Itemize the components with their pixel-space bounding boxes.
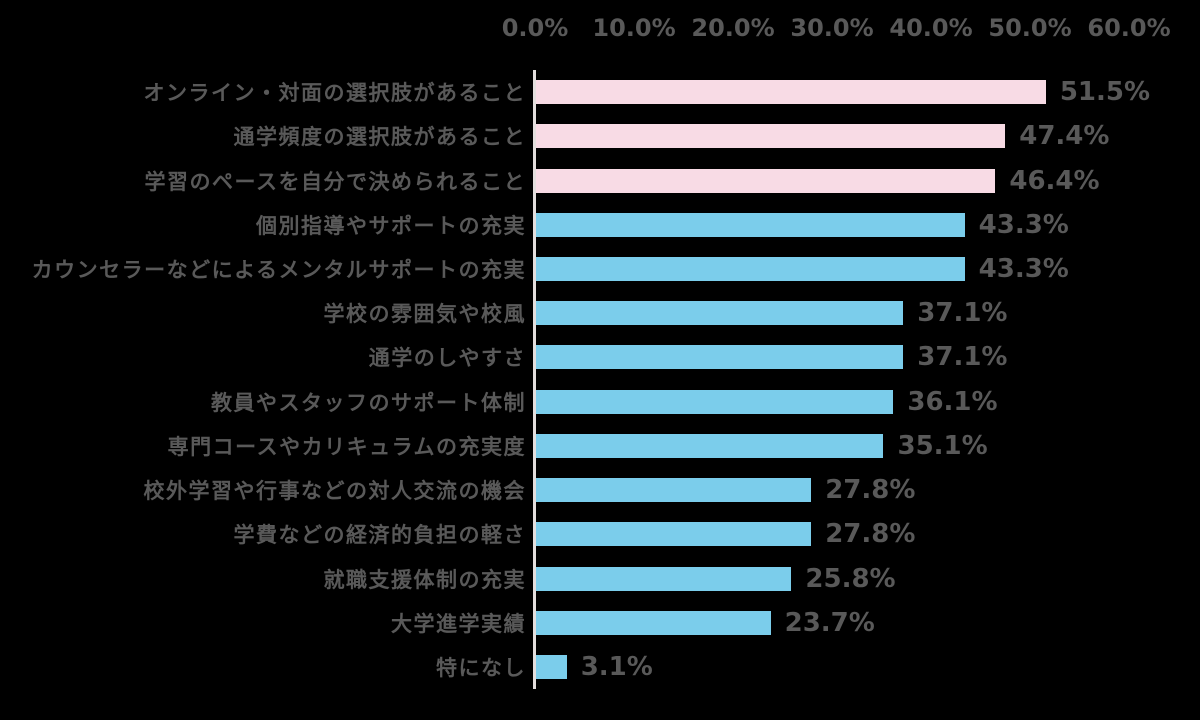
category-label: 学習のペースを自分で決められること — [144, 169, 526, 194]
bar — [536, 478, 812, 503]
x-axis-tick-label: 60.0% — [1087, 14, 1171, 42]
category-label: 個別指導やサポートの充実 — [256, 213, 526, 238]
category-label: 学費などの経済的負担の軽さ — [233, 523, 526, 548]
x-axis-tick-label: 0.0% — [501, 14, 569, 42]
x-axis-tick-label: 50.0% — [988, 14, 1072, 42]
value-label: 25.8% — [805, 563, 896, 594]
bar-row: 教員やスタッフのサポート体制 36.1% — [211, 380, 1129, 424]
x-axis-tick-label: 20.0% — [691, 14, 775, 42]
bar — [536, 212, 965, 237]
bar-row: 学習のペースを自分で決められること 46.4% — [145, 158, 1129, 202]
bar-row: 学校の雰囲気や校風 37.1% — [324, 291, 1129, 335]
value-label: 36.1% — [907, 386, 998, 417]
bar-row: 通学のしやすさ 37.1% — [369, 335, 1129, 379]
bar-row: 個別指導やサポートの充実 43.3% — [256, 203, 1129, 247]
category-label: 教員やスタッフのサポート体制 — [211, 390, 526, 415]
value-label: 51.5% — [1059, 77, 1151, 108]
bar-row: オンライン・対面の選択肢があること 51.5% — [144, 70, 1151, 114]
x-axis-tick-label: 10.0% — [592, 14, 676, 42]
category-label: 専門コースやカリキュラムの充実度 — [167, 434, 526, 459]
category-label: 通学頻度の選択肢があること — [233, 125, 526, 150]
bar — [536, 168, 996, 193]
value-label: 43.3% — [978, 253, 1069, 284]
bar — [536, 301, 904, 326]
bar — [536, 345, 904, 370]
category-label: 通学のしやすさ — [368, 346, 526, 371]
bar-row: 特になし 3.1% — [436, 645, 1129, 689]
category-label: 特になし — [436, 655, 526, 680]
bar-row: 通学頻度の選択肢があること 47.4% — [234, 114, 1129, 158]
bar-row: カウンセラーなどによるメンタルサポートの充実 43.3% — [32, 247, 1129, 291]
bar — [536, 654, 567, 679]
bar — [536, 433, 884, 458]
value-label: 27.8% — [825, 519, 916, 550]
category-label: 学校の雰囲気や校風 — [323, 302, 526, 327]
bar — [536, 522, 812, 547]
bar-rows: オンライン・対面の選択肢があること 51.5% 通学頻度の選択肢があること 47.4%… — [32, 70, 1151, 689]
value-label: 35.1% — [897, 430, 988, 461]
value-label: 47.4% — [1019, 121, 1110, 152]
value-label: 37.1% — [917, 342, 1008, 373]
category-label: オンライン・対面の選択肢があること — [143, 81, 526, 106]
value-label: 23.7% — [784, 607, 875, 638]
bar — [536, 566, 792, 591]
category-label: 校外学習や行事などの対人交流の機会 — [143, 479, 526, 504]
y-axis-line — [533, 70, 536, 689]
value-label: 27.8% — [825, 475, 916, 506]
value-label: 3.1% — [580, 651, 653, 682]
bar — [536, 610, 771, 635]
bar-row: 大学進学実績 23.7% — [391, 601, 1129, 645]
bar — [536, 80, 1046, 105]
bar-row: 校外学習や行事などの対人交流の機会 27.8% — [144, 468, 1129, 512]
bar-row: 学費などの経済的負担の軽さ 27.8% — [234, 512, 1129, 556]
x-axis-tick-label: 30.0% — [790, 14, 874, 42]
x-axis-tick-labels: 0.0% 10.0% 20.0% 30.0% 40.0% 50.0% 60.0% — [502, 14, 1171, 48]
bar — [536, 389, 894, 414]
category-label: 大学進学実績 — [391, 611, 526, 636]
bar-row: 専門コースやカリキュラムの充実度 35.1% — [168, 424, 1129, 468]
value-label: 43.3% — [978, 209, 1069, 240]
value-label: 46.4% — [1009, 165, 1100, 196]
category-label: 就職支援体制の充実 — [323, 567, 526, 592]
bar-row: 就職支援体制の充実 25.8% — [324, 556, 1129, 600]
bar — [536, 124, 1006, 149]
category-label: カウンセラーなどによるメンタルサポートの充実 — [31, 257, 526, 282]
plot-area: オンライン・対面の選択肢があること 51.5% 通学頻度の選択肢があること 47.4%… — [32, 70, 1151, 689]
bar — [536, 256, 965, 281]
value-label: 37.1% — [917, 298, 1008, 329]
x-axis-tick-label: 40.0% — [889, 14, 973, 42]
